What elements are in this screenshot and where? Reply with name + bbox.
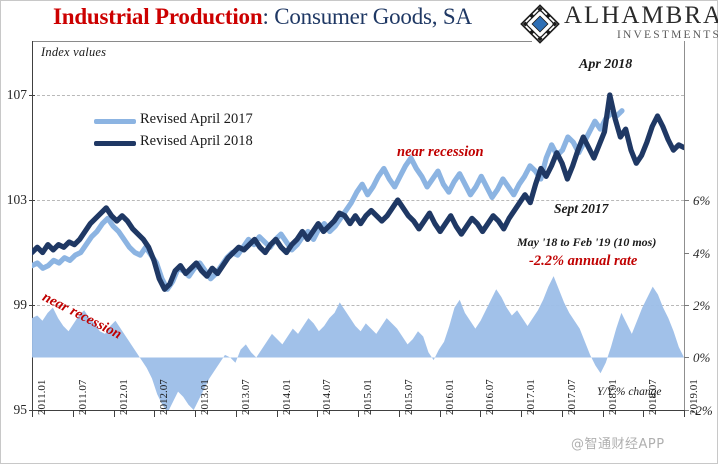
diamond-lattice-logo-icon [520, 4, 560, 44]
page-title: Industrial Production: Consumer Goods, S… [53, 4, 472, 30]
xtick-label-2015.01: 2015.01 [362, 379, 374, 415]
xtick-label-2016.01: 2016.01 [443, 379, 456, 415]
y-axis-right-title: Y/Y % change [597, 386, 662, 398]
header-rule [32, 41, 532, 42]
ytick-right-label-2: 2% [693, 298, 711, 313]
xtick-label-2015.07: 2015.07 [402, 379, 415, 415]
ytick-right-neg2 [684, 410, 689, 411]
brand-tagline: INVESTMENTS [617, 29, 718, 41]
ytick-99 [29, 305, 35, 306]
annotation-annual-rate: -2.2% annual rate [529, 253, 638, 269]
annotation-near-recession-right: near recession [397, 144, 484, 160]
chart-header: Industrial Production: Consumer Goods, S… [1, 1, 718, 44]
xtick-2012.01 [113, 410, 115, 417]
ytick-107 [29, 95, 35, 96]
xtick-2012.07 [154, 410, 156, 417]
title-subtitle: Consumer Goods, SA [274, 4, 472, 29]
ytick-103 [29, 200, 35, 201]
gridline-107 [32, 95, 684, 96]
xtick-label-2017.01: 2017.01 [525, 379, 537, 415]
xtick-label-2013.01: 2013.01 [199, 379, 211, 415]
xtick-label-2012.07: 2012.07 [158, 379, 171, 415]
legend-swatch-icon-2018 [94, 141, 136, 146]
annotation-sept-2017: Sept 2017 [554, 201, 609, 216]
series-area-yoy [32, 276, 684, 410]
xtick-2011.07 [72, 410, 74, 417]
xtick-2018.07 [643, 410, 645, 417]
gridline-99 [32, 305, 684, 306]
brand-name: ALHAMBRA [564, 2, 718, 29]
ytick-right-label-6: 6% [693, 193, 711, 208]
legend-label-2017: Revised April 2017 [140, 111, 253, 127]
brand-logo-text: ALHAMBRA INVESTMENTS [564, 3, 718, 42]
annotation-apr-2018: Apr 2018 [579, 57, 633, 72]
xtick-2013.01 [195, 410, 196, 417]
title-main: Industrial Production [53, 4, 263, 29]
ytick-label-95: 95 [13, 402, 28, 417]
xtick-label-2019.01: 2019.01 [688, 379, 700, 415]
xtick-label-2013.07: 2013.07 [239, 379, 252, 415]
ytick-right-2 [684, 305, 689, 306]
xtick-2015.01 [358, 410, 359, 417]
xtick-label-2016.07: 2016.07 [484, 379, 497, 415]
ytick-label-99: 99 [13, 297, 28, 312]
xtick-2018.01 [602, 410, 604, 417]
xtick-2013.07 [235, 410, 237, 417]
xtick-label-2012.01: 2012.01 [117, 379, 130, 415]
xtick-2014.07 [317, 410, 319, 417]
xtick-2011.01 [32, 410, 33, 417]
ytick-label-103: 103 [6, 192, 27, 207]
ytick-right-0 [684, 357, 689, 358]
xtick-2015.07 [398, 410, 400, 417]
ytick-label-107: 107 [6, 87, 27, 102]
y-axis-left-title: Index values [41, 45, 107, 59]
ytick-right-4 [684, 253, 689, 254]
legend-label-2018: Revised April 2018 [140, 133, 253, 149]
xtick-2017.01 [521, 410, 522, 417]
xtick-label-2011.07: 2011.07 [76, 379, 89, 415]
brand-logo: ALHAMBRA INVESTMENTS [520, 3, 718, 45]
y-axis-left [32, 41, 33, 410]
ytick-right-label-0: 0% [693, 350, 711, 365]
title-separator: : [262, 4, 275, 29]
xtick-label-2011.01: 2011.01 [36, 379, 48, 415]
annotation-may18-feb19: May '18 to Feb '19 (10 mos) [517, 235, 657, 249]
watermark: @智通财经APP [571, 437, 665, 452]
ytick-right-label-neg2: -2% [691, 403, 713, 418]
xtick-label-2018.01: 2018.01 [606, 379, 619, 415]
xtick-2016.07 [480, 410, 482, 417]
gridline-103 [32, 200, 684, 201]
xtick-label-2014.01: 2014.01 [280, 379, 293, 415]
series-line-revised-2018 [32, 92, 684, 292]
xtick-2017.07 [561, 410, 563, 417]
xtick-2014.01 [276, 410, 278, 417]
xtick-label-2018.07: 2018.07 [647, 379, 660, 415]
ytick-right-label-4: 4% [693, 246, 711, 261]
ytick-right-6 [684, 200, 689, 201]
plot-canvas [32, 92, 684, 410]
xtick-label-2017.07: 2017.07 [565, 379, 578, 415]
xtick-2016.01 [439, 410, 441, 417]
legend-swatch-icon-2017 [94, 119, 136, 124]
xtick-label-2014.07: 2014.07 [321, 379, 334, 415]
xtick-2019.01 [684, 410, 685, 417]
y-axis-right [684, 41, 685, 410]
